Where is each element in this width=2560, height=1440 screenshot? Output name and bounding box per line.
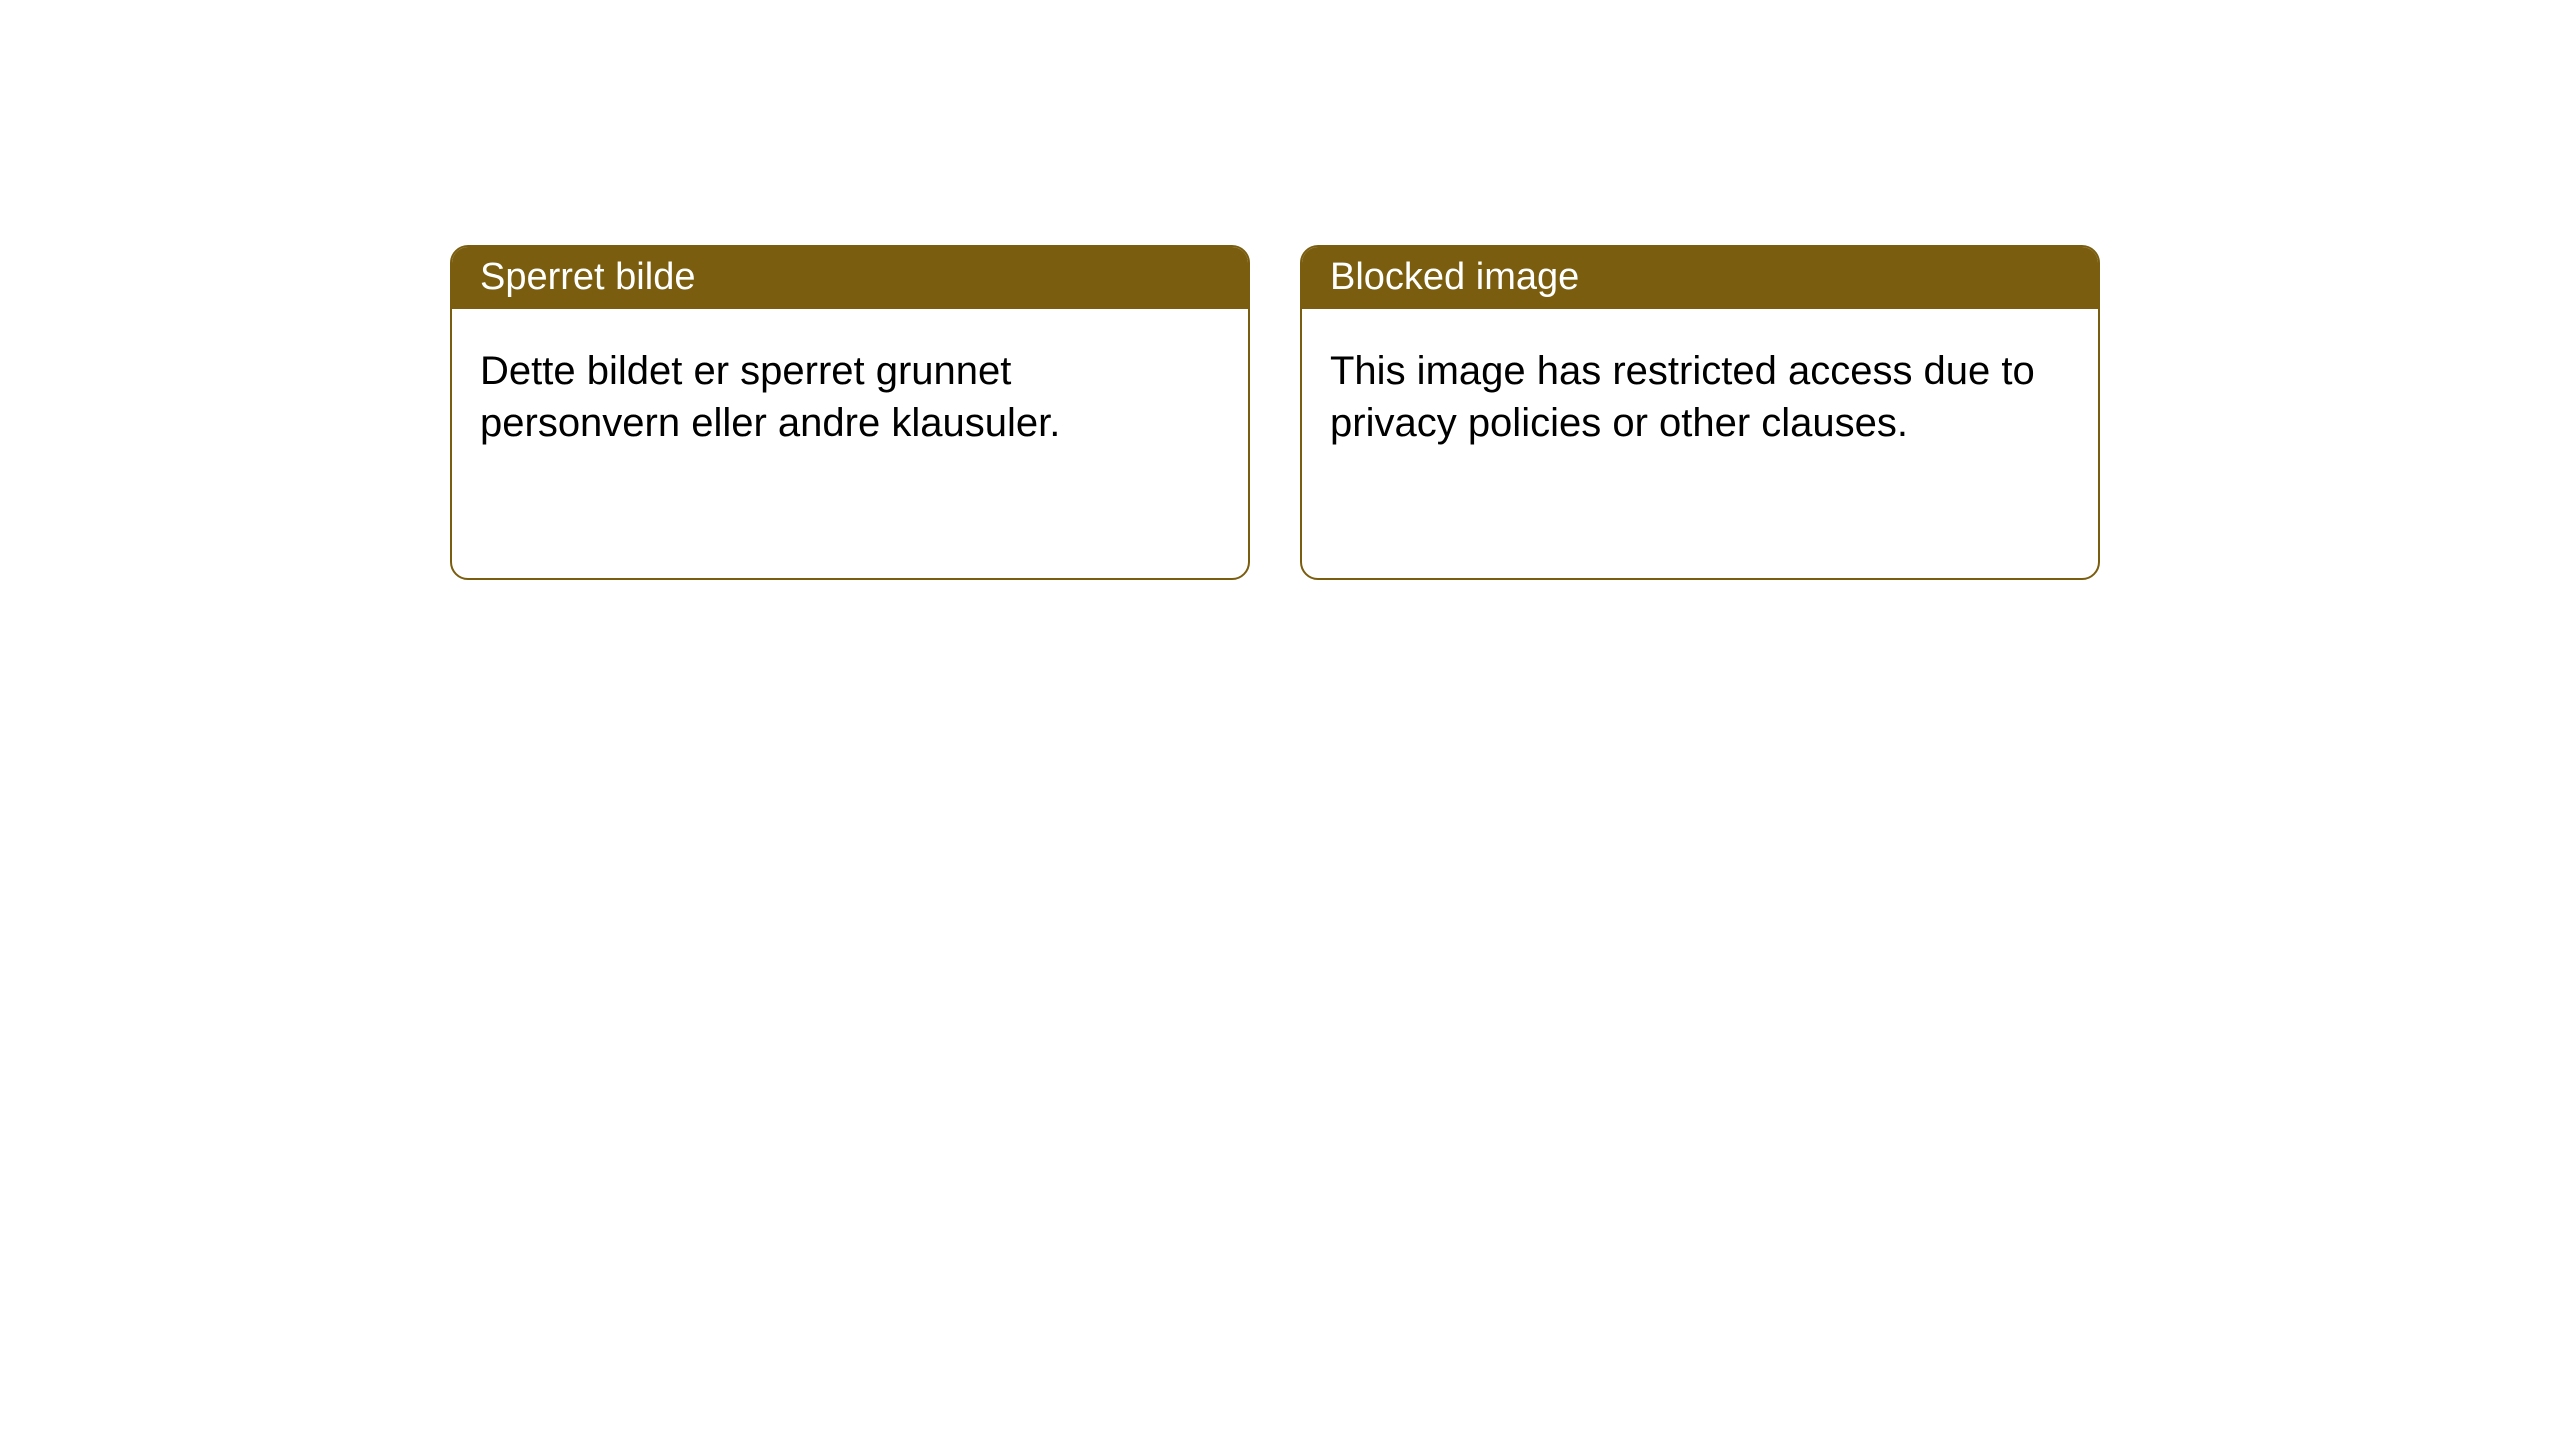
- notice-card-norwegian: Sperret bilde Dette bildet er sperret gr…: [450, 245, 1250, 580]
- notice-card-english: Blocked image This image has restricted …: [1300, 245, 2100, 580]
- notice-header: Blocked image: [1302, 247, 2098, 309]
- notice-body: Dette bildet er sperret grunnet personve…: [452, 309, 1248, 485]
- notice-body: This image has restricted access due to …: [1302, 309, 2098, 485]
- notice-cards-row: Sperret bilde Dette bildet er sperret gr…: [450, 245, 2100, 580]
- notice-header: Sperret bilde: [452, 247, 1248, 309]
